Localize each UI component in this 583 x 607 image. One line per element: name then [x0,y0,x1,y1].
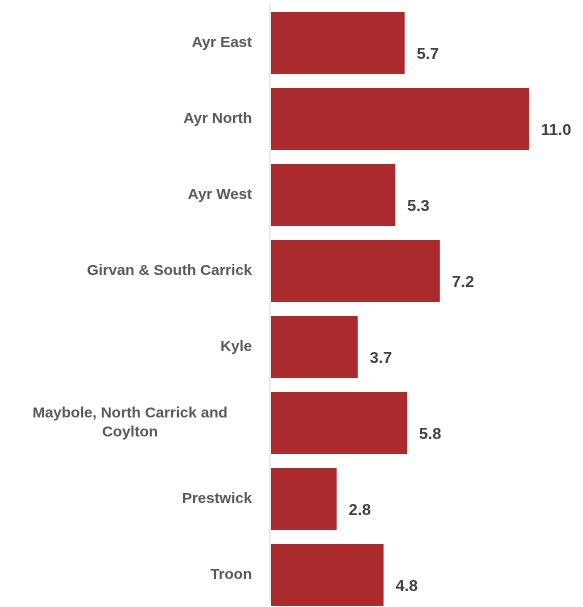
bars-layer [271,12,529,606]
bar-ayr-north [271,88,529,150]
bar-ayr-east [271,12,405,74]
category-label-maybole-north-carrick-and-coylton: Maybole, North Carrick and Coylton [32,404,227,440]
value-label-ayr-east: 5.7 [417,46,439,63]
value-label-girvan-south-carrick: 7.2 [452,274,474,291]
category-label-ayr-east: Ayr East [192,34,252,51]
value-label-kyle: 3.7 [370,350,392,367]
category-label-ayr-west: Ayr West [188,186,252,203]
value-label-ayr-north: 11.0 [541,122,571,139]
value-label-ayr-west: 5.3 [407,198,429,215]
value-label-prestwick: 2.8 [349,502,371,519]
bar-girvan-south-carrick [271,240,440,302]
category-label-troon: Troon [210,566,252,583]
bar-ayr-west [271,164,396,226]
value-label-troon: 4.8 [396,578,418,595]
bar-kyle [271,316,358,378]
labels-layer: 5.7 Ayr East 11.0 Ayr North 5.3 Ayr West 7.2 Gi… [32,34,571,595]
category-label-ayr-north: Ayr North [183,110,252,127]
category-label-kyle: Kyle [220,338,252,355]
value-label-maybole-north-carrick-and-coylton: 5.8 [419,426,441,443]
bar-prestwick [271,468,337,530]
category-label-girvan-south-carrick: Girvan & South Carrick [87,262,253,279]
bar-troon [271,544,384,606]
bar-maybole-north-carrick-and-coylton [271,392,408,454]
category-label-prestwick: Prestwick [182,490,253,507]
